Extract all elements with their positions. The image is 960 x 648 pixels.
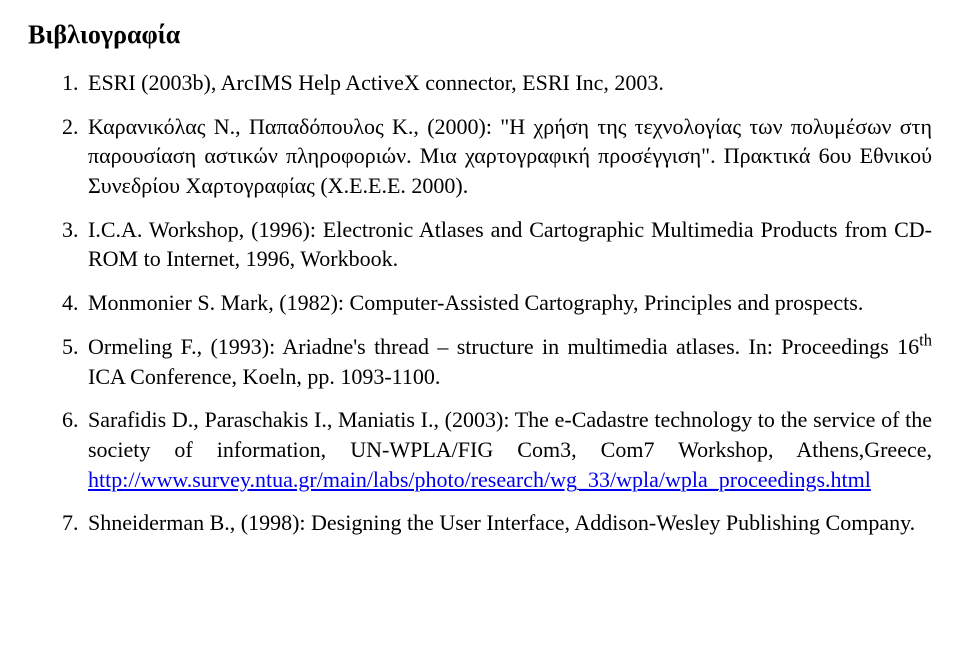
reference-item: ESRI (2003b), ArcIMS Help ActiveX connec…	[84, 68, 932, 98]
reference-text-pre: Ormeling F., (1993): Ariadne's thread – …	[88, 334, 919, 359]
reference-list: ESRI (2003b), ArcIMS Help ActiveX connec…	[28, 68, 932, 538]
reference-text: ESRI (2003b), ArcIMS Help ActiveX connec…	[88, 70, 664, 95]
reference-text: Shneiderman B., (1998): Designing the Us…	[88, 510, 915, 535]
reference-item: Ormeling F., (1993): Ariadne's thread – …	[84, 332, 932, 391]
reference-item: Sarafidis D., Paraschakis I., Maniatis I…	[84, 405, 932, 494]
reference-text: Καρανικόλας Ν., Παπαδόπουλος Κ., (2000):…	[88, 114, 932, 198]
reference-text: Monmonier S. Mark, (1982): Computer-Assi…	[88, 290, 863, 315]
reference-link-suffix[interactable]: .html	[825, 467, 871, 492]
reference-text-pre: Sarafidis D., Paraschakis I., Maniatis I…	[88, 407, 932, 462]
reference-text: I.C.A. Workshop, (1996): Electronic Atla…	[88, 217, 932, 272]
reference-item: Shneiderman B., (1998): Designing the Us…	[84, 508, 932, 538]
reference-item: Καρανικόλας Ν., Παπαδόπουλος Κ., (2000):…	[84, 112, 932, 201]
reference-item: Monmonier S. Mark, (1982): Computer-Assi…	[84, 288, 932, 318]
reference-link[interactable]: http://www.survey.ntua.gr/main/labs/phot…	[88, 467, 825, 492]
reference-superscript: th	[919, 330, 932, 349]
reference-text-post: ICA Conference, Koeln, pp. 1093-1100.	[88, 364, 440, 389]
reference-item: I.C.A. Workshop, (1996): Electronic Atla…	[84, 215, 932, 274]
page-title: Βιβλιογραφία	[28, 20, 932, 50]
